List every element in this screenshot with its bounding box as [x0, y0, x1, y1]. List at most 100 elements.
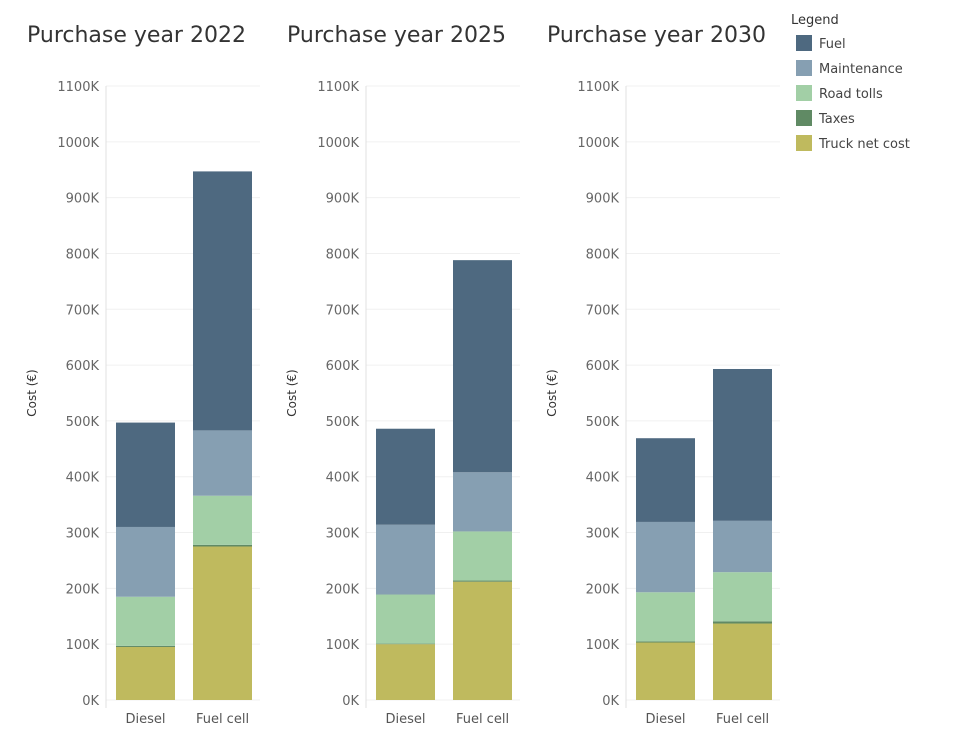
y-tick-label: 300K: [586, 527, 620, 542]
y-tick-label: 700K: [66, 303, 100, 318]
bar-segment-fuel[interactable]: [116, 422, 175, 527]
y-tick-label: 900K: [326, 192, 360, 207]
x-category-label: Diesel: [385, 712, 425, 727]
legend-label: Taxes: [818, 112, 855, 127]
x-category-label: Diesel: [645, 712, 685, 727]
legend: Legend Fuel Maintenance Road tolls Taxes Tru…: [791, 13, 910, 152]
y-axis-title: Cost (€): [25, 369, 39, 417]
y-tick-label: 0K: [342, 694, 359, 709]
legend-item[interactable]: Road tolls: [796, 85, 883, 102]
y-tick-label: 1000K: [57, 136, 99, 151]
legend-label: Truck net cost: [818, 137, 910, 152]
y-tick-label: 900K: [66, 192, 100, 207]
x-category-label: Diesel: [125, 712, 165, 727]
legend-label: Road tolls: [819, 87, 883, 102]
bar-segment-maintenance[interactable]: [713, 520, 772, 573]
legend-label: Maintenance: [819, 62, 903, 77]
y-tick-label: 900K: [586, 192, 620, 207]
bar-segment-fuel[interactable]: [376, 428, 435, 525]
panel-2: Purchase year 2025 0K 100K 200K 300K 400K 500K…: [285, 23, 520, 727]
y-tick-label: 1100K: [57, 80, 99, 95]
y-tick-label: 600K: [586, 359, 620, 374]
bar-segment-taxes[interactable]: [453, 580, 512, 582]
panel-title: Purchase year 2025: [287, 23, 506, 48]
bar-segment-fuel[interactable]: [713, 368, 772, 521]
bar-segment-maintenance[interactable]: [376, 524, 435, 595]
bar-segment-maintenance[interactable]: [636, 521, 695, 593]
x-category-label: Fuel cell: [716, 712, 769, 727]
panel-title: Purchase year 2030: [547, 23, 766, 48]
y-tick-label: 800K: [326, 247, 360, 262]
bar-segment-fuel[interactable]: [453, 260, 512, 473]
bar-segment-maintenance[interactable]: [116, 526, 175, 597]
bar-segment-taxes[interactable]: [193, 544, 252, 547]
y-tick-label: 200K: [66, 582, 100, 597]
bar-segment-truck-net-cost[interactable]: [376, 644, 435, 700]
bar-segment-road-tolls[interactable]: [193, 495, 252, 545]
legend-item[interactable]: Fuel: [796, 35, 846, 52]
bar-segment-road-tolls[interactable]: [376, 594, 435, 644]
y-tick-label: 400K: [66, 471, 100, 486]
bar-segment-maintenance[interactable]: [193, 430, 252, 496]
legend-swatch: [796, 110, 812, 126]
y-tick-label: 600K: [66, 359, 100, 374]
bar-segment-truck-net-cost[interactable]: [116, 646, 175, 700]
bar-segment-fuel[interactable]: [636, 438, 695, 522]
y-tick-label: 500K: [326, 415, 360, 430]
bar-segment-road-tolls[interactable]: [453, 531, 512, 581]
y-tick-label: 0K: [82, 694, 99, 709]
y-tick-label: 800K: [66, 247, 100, 262]
panels-layer: Purchase year 2022 0K 100K 200K 300K 400K 500K…: [25, 23, 780, 727]
y-axis-title: Cost (€): [285, 369, 299, 417]
bar-segment-truck-net-cost[interactable]: [193, 546, 252, 701]
y-axis-title: Cost (€): [545, 369, 559, 417]
legend-swatch: [796, 135, 812, 151]
bar-segment-fuel[interactable]: [193, 171, 252, 431]
y-tick-label: 1000K: [577, 136, 619, 151]
bar-segment-road-tolls[interactable]: [636, 592, 695, 642]
y-tick-label: 1100K: [317, 80, 359, 95]
y-tick-label: 600K: [326, 359, 360, 374]
bar-segment-taxes[interactable]: [636, 641, 695, 643]
y-tick-label: 200K: [586, 582, 620, 597]
y-tick-label: 200K: [326, 582, 360, 597]
y-tick-label: 300K: [66, 527, 100, 542]
y-tick-label: 700K: [586, 303, 620, 318]
y-tick-label: 500K: [66, 415, 100, 430]
bar-segment-taxes[interactable]: [376, 643, 435, 645]
panel-title: Purchase year 2022: [27, 23, 246, 48]
y-tick-label: 100K: [66, 638, 100, 653]
bar-segment-truck-net-cost[interactable]: [713, 623, 772, 700]
legend-item[interactable]: Maintenance: [796, 60, 903, 77]
y-tick-label: 0K: [602, 694, 619, 709]
x-category-label: Fuel cell: [196, 712, 249, 727]
panel-3: Purchase year 2030 0K 100K 200K 300K 400K 500K…: [545, 23, 780, 727]
y-tick-label: 100K: [586, 638, 620, 653]
legend-swatch: [796, 60, 812, 76]
y-tick-label: 100K: [326, 638, 360, 653]
legend-item[interactable]: Truck net cost: [796, 135, 910, 152]
legend-label: Fuel: [819, 37, 846, 52]
legend-title: Legend: [791, 13, 839, 28]
y-tick-label: 300K: [326, 527, 360, 542]
x-category-label: Fuel cell: [456, 712, 509, 727]
bar-segment-road-tolls[interactable]: [713, 572, 772, 622]
y-tick-label: 1000K: [317, 136, 359, 151]
bar-segment-taxes[interactable]: [116, 645, 175, 647]
bar-segment-truck-net-cost[interactable]: [636, 642, 695, 700]
legend-item[interactable]: Taxes: [796, 110, 855, 127]
y-tick-label: 700K: [326, 303, 360, 318]
y-tick-label: 400K: [326, 471, 360, 486]
legend-swatch: [796, 35, 812, 51]
y-tick-label: 800K: [586, 247, 620, 262]
bar-segment-maintenance[interactable]: [453, 472, 512, 532]
y-tick-label: 500K: [586, 415, 620, 430]
legend-swatch: [796, 85, 812, 101]
bar-segment-road-tolls[interactable]: [116, 596, 175, 646]
bar-segment-taxes[interactable]: [713, 621, 772, 624]
bar-segment-truck-net-cost[interactable]: [453, 581, 512, 700]
y-tick-label: 1100K: [577, 80, 619, 95]
y-tick-label: 400K: [586, 471, 620, 486]
panel-1: Purchase year 2022 0K 100K 200K 300K 400K 500K…: [25, 23, 260, 727]
